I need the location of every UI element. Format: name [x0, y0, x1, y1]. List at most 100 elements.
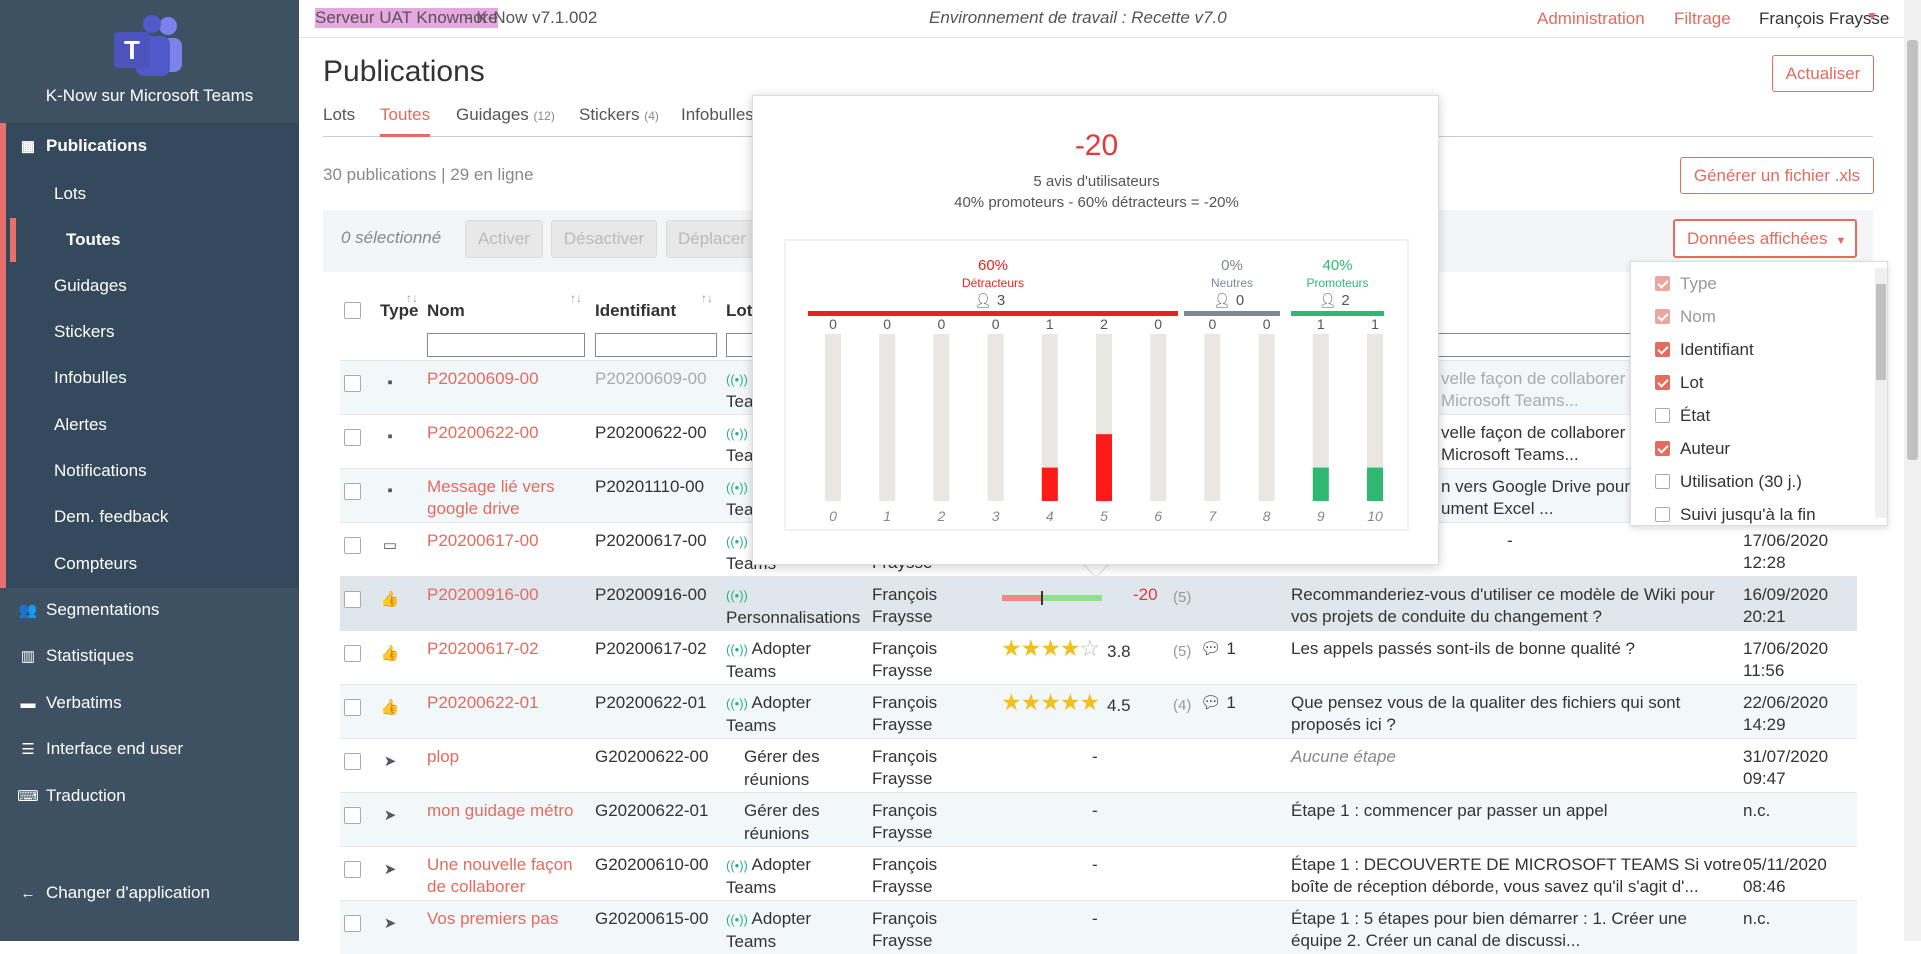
row-nom-link[interactable]: Une nouvelle façon de collaborer — [427, 854, 573, 898]
row-nom-link[interactable]: Message lié vers google drive — [427, 476, 555, 520]
row-nom-link[interactable]: P20200916-00 — [427, 584, 539, 606]
menu-scrollbar[interactable] — [1875, 268, 1887, 518]
sidebar-item-statistiques[interactable]: ▥ Statistiques — [0, 634, 299, 678]
row-nom-link[interactable]: P20200609-00 — [427, 368, 539, 390]
sort-icon[interactable]: ↑↓ — [406, 291, 418, 305]
column-option[interactable]: Auteur — [1655, 439, 1730, 459]
row-checkbox[interactable] — [344, 375, 361, 392]
sidebar-item-toutes[interactable]: Toutes — [0, 218, 299, 262]
table-row[interactable]: 👍 P20200617-02 P20200617-02 ((•)) Adopter Te… — [340, 630, 1857, 684]
row-nom-link[interactable]: plop — [427, 746, 459, 768]
row-nom: plop — [427, 747, 460, 766]
thumbs-up-icon: 👍 — [380, 645, 400, 662]
sidebar-item-publications[interactable]: ▦ Publications — [0, 124, 299, 168]
column-option[interactable]: Suivi jusqu'à la fin — [1655, 505, 1816, 525]
sidebar-item-label: Verbatims — [46, 693, 122, 712]
sidebar-item-lots[interactable]: Lots — [0, 172, 299, 216]
filtrage-link[interactable]: Filtrage — [1674, 9, 1731, 28]
sort-icon[interactable]: ↑↓ — [701, 291, 713, 305]
header-nom[interactable]: Nom — [427, 301, 465, 320]
row-checkbox[interactable] — [344, 429, 361, 446]
tab-infobulles[interactable]: Infobulles — [681, 105, 754, 125]
tab-guidages[interactable]: Guidages (12) — [456, 105, 555, 125]
sidebar-item-dem-feedback[interactable]: Dem. feedback — [0, 495, 299, 539]
sidebar-item-label: Guidages — [54, 276, 127, 295]
displayed-data-dropdown[interactable]: Données affichées ▼ — [1673, 219, 1857, 258]
refresh-button[interactable]: Actualiser — [1772, 55, 1874, 92]
broadcast-icon: ((•)) — [726, 588, 748, 603]
row-checkbox[interactable] — [344, 537, 361, 554]
row-feedback-none: - — [1092, 909, 1098, 928]
header-lot[interactable]: Lot — [726, 301, 753, 320]
deactivate-button[interactable]: Désactiver — [551, 220, 657, 258]
column-option-checkbox[interactable] — [1655, 408, 1670, 423]
row-nom-link[interactable]: P20200622-00 — [427, 422, 539, 444]
column-option-label: Type — [1680, 274, 1717, 293]
filter-identifiant-input[interactable] — [595, 333, 717, 357]
tab-toutes[interactable]: Toutes — [380, 105, 431, 137]
user-menu[interactable]: François Fraysse — [1759, 9, 1890, 28]
table-row[interactable]: 👍 P20200916-00 P20200916-00 ((•)) Personnal… — [340, 576, 1857, 630]
sidebar-item-segmentations[interactable]: 👥 Segmentations — [0, 588, 299, 632]
header-identifiant[interactable]: Identifiant — [595, 301, 677, 320]
tab-stickers[interactable]: Stickers (4) — [579, 105, 659, 125]
generate-xls-button[interactable]: Générer un fichier .xls — [1680, 157, 1874, 194]
row-checkbox[interactable] — [344, 699, 361, 716]
column-option-checkbox[interactable] — [1655, 474, 1670, 489]
row-nom-link[interactable]: mon guidage métro — [427, 800, 573, 822]
header-type[interactable]: Type — [380, 301, 419, 320]
row-nom-link[interactable]: Vos premiers pas — [427, 908, 558, 930]
row-checkbox[interactable] — [344, 915, 361, 932]
row-checkbox[interactable] — [344, 645, 361, 662]
sidebar-item-traduction[interactable]: ⌨ Traduction — [0, 774, 299, 818]
column-option[interactable]: Identifiant — [1655, 340, 1754, 360]
tab-lots[interactable]: Lots — [323, 105, 355, 125]
administration-link[interactable]: Administration — [1537, 9, 1645, 28]
table-row[interactable]: ➤ Vos premiers pas G20200615-00 ((•)) Adopt… — [340, 900, 1857, 954]
sidebar-item-alertes[interactable]: Alertes — [0, 403, 299, 447]
page-scrollbar-thumb[interactable] — [1907, 40, 1918, 460]
navigation-icon: ➤ — [383, 753, 397, 770]
activate-button[interactable]: Activer — [465, 220, 543, 258]
row-nom-link[interactable]: P20200617-00 — [427, 530, 539, 552]
table-row[interactable]: ➤ mon guidage métro G20200622-01 Gérer des r… — [340, 792, 1857, 846]
menu-scrollbar-thumb[interactable] — [1876, 284, 1886, 380]
table-row[interactable]: ➤ Une nouvelle façon de collaborer G2020061… — [340, 846, 1857, 900]
sidebar-item-guidages[interactable]: Guidages — [0, 264, 299, 308]
x-tick-label: 0 — [829, 508, 837, 524]
row-checkbox[interactable] — [344, 483, 361, 500]
caret-down-icon[interactable]: ▼ — [1866, 9, 1878, 23]
table-row[interactable]: 👍 P20200622-01 P20200622-01 ((•)) Adopter Te… — [340, 684, 1857, 738]
column-option-checkbox[interactable] — [1655, 441, 1670, 456]
table-row[interactable]: ➤ plop G20200622-00 Gérer des réunions Franço… — [340, 738, 1857, 792]
column-option[interactable]: État — [1655, 406, 1710, 426]
sidebar-item-stickers[interactable]: Stickers — [0, 310, 299, 354]
row-checkbox[interactable] — [344, 861, 361, 878]
sort-icon[interactable]: ↑↓ — [570, 291, 582, 305]
column-option[interactable]: Lot — [1655, 373, 1704, 393]
sidebar-item-interface-end-user[interactable]: ☰ Interface end user — [0, 727, 299, 771]
column-option-checkbox[interactable] — [1655, 507, 1670, 522]
column-option-checkbox[interactable] — [1655, 375, 1670, 390]
move-button[interactable]: Déplacer — [666, 220, 758, 258]
select-all-checkbox[interactable] — [344, 302, 361, 319]
rating-stars: ★★★★★ — [1001, 689, 1100, 715]
row-comments[interactable]: 💬︎ 1 — [1200, 638, 1236, 660]
row-checkbox[interactable] — [344, 591, 361, 608]
row-checkbox[interactable] — [344, 807, 361, 824]
row-nom: P20200622-00 — [427, 423, 539, 442]
navigation-icon: ➤ — [383, 807, 397, 824]
sidebar-item-infobulles[interactable]: Infobulles — [0, 356, 299, 400]
row-comments[interactable]: 💬︎ 1 — [1200, 692, 1236, 714]
change-app-link[interactable]: ← Changer d'application — [0, 871, 299, 915]
sidebar-item-compteurs[interactable]: Compteurs — [0, 542, 299, 586]
page-scrollbar[interactable] — [1904, 0, 1921, 941]
sidebar-item-verbatims[interactable]: ▬ Verbatims — [0, 681, 299, 725]
filter-nom-input[interactable] — [427, 333, 585, 357]
row-nom-link[interactable]: P20200622-01 — [427, 692, 539, 714]
row-checkbox[interactable] — [344, 753, 361, 770]
column-option[interactable]: Utilisation (30 j.) — [1655, 472, 1802, 492]
sidebar-item-notifications[interactable]: Notifications — [0, 449, 299, 493]
column-option-checkbox[interactable] — [1655, 342, 1670, 357]
row-nom-link[interactable]: P20200617-02 — [427, 638, 539, 660]
